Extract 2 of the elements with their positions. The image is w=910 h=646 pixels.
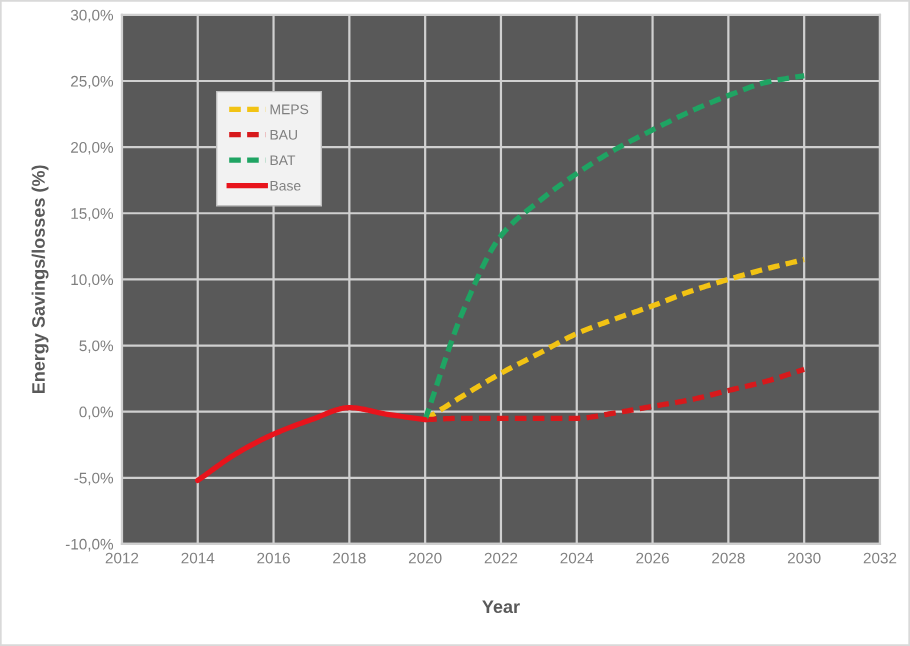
- y-axis-title: Energy Savings/losses (%): [31, 165, 49, 394]
- x-axis-title: Year: [482, 600, 520, 614]
